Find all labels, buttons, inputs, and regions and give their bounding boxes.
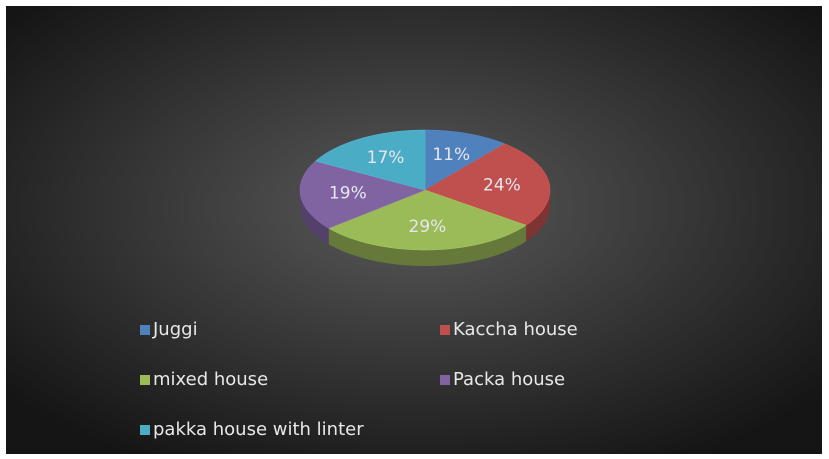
legend-label: Packa house	[453, 369, 565, 390]
data-label: 17%	[367, 148, 405, 168]
pie-slice	[424, 129, 506, 191]
pie-slice	[328, 189, 527, 251]
legend-label: pakka house with linter	[153, 419, 364, 440]
legend-label: mixed house	[153, 369, 268, 390]
pie-slice-side	[328, 225, 527, 266]
pie-slice	[314, 129, 426, 191]
legend-swatch	[440, 325, 450, 335]
legend-swatch	[140, 325, 150, 335]
pie-slice	[299, 160, 426, 229]
pie-slice	[424, 143, 551, 226]
data-label: 24%	[483, 175, 521, 195]
legend-label: Juggi	[152, 319, 198, 340]
data-label: 29%	[409, 217, 447, 237]
pie-slice-side	[300, 190, 329, 245]
legend-swatch	[140, 425, 150, 435]
data-label: 11%	[432, 145, 470, 165]
legend-label: Kaccha house	[453, 319, 578, 340]
legend-swatch	[140, 375, 150, 385]
data-label: 19%	[329, 184, 367, 204]
legend-swatch	[440, 375, 450, 385]
